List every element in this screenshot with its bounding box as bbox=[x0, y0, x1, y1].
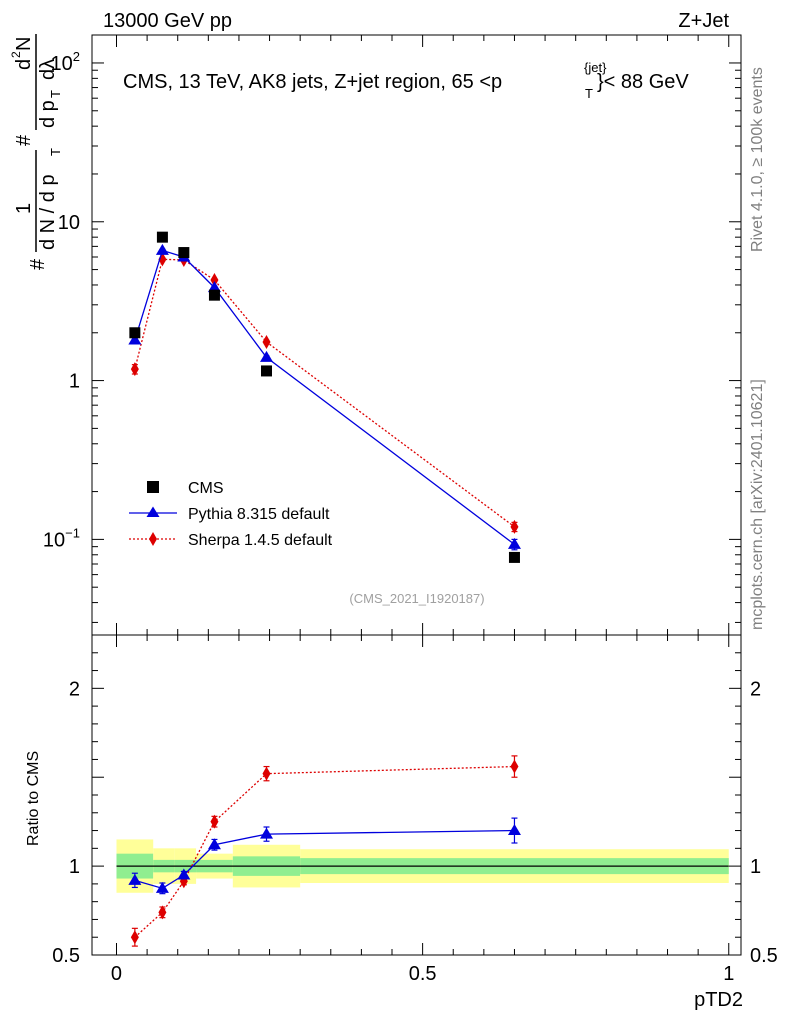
ratio-y-tick-label-right: 1 bbox=[750, 856, 761, 878]
ylabel-den-sub: T bbox=[48, 148, 63, 156]
x-axis-label: pTD2 bbox=[694, 989, 743, 1011]
ratio-sherpa-point bbox=[158, 905, 167, 920]
main-pythia-point bbox=[507, 537, 521, 549]
ratio-pythia-point bbox=[207, 838, 221, 850]
ratio-y-tick-label: 1 bbox=[69, 856, 80, 878]
ratio-y-label: Ratio to CMS bbox=[25, 751, 42, 846]
main-y-label: # 1 d N / d p T # d 2 N d p T dλ bbox=[9, 34, 63, 270]
y-tick-label: 10 bbox=[58, 212, 80, 234]
legend-pythia-marker bbox=[146, 506, 160, 517]
ylabel-dlambda: dλ bbox=[37, 59, 59, 80]
main-cms-point bbox=[208, 289, 220, 301]
legend-cms-label: CMS bbox=[188, 480, 224, 497]
main-pythia-line bbox=[134, 249, 515, 545]
ratio-y-tick-label-right: 2 bbox=[750, 678, 761, 700]
main-pythia-point bbox=[207, 281, 221, 293]
ylabel-num-d: d bbox=[13, 59, 35, 70]
main-pythia-point bbox=[259, 350, 273, 362]
title-suffix: }< 88 GeV bbox=[597, 71, 689, 93]
ratio-pythia-point bbox=[155, 881, 169, 893]
ratio-sherpa-point bbox=[210, 814, 219, 829]
main-sherpa-point bbox=[210, 272, 219, 287]
x-tick-label: 0 bbox=[111, 963, 122, 985]
header-right: Z+Jet bbox=[678, 10, 729, 32]
ratio-sherpa-point bbox=[510, 759, 519, 774]
main-pythia-point bbox=[128, 333, 142, 345]
ratio-pythia-point bbox=[507, 824, 521, 836]
main-pythia-point bbox=[155, 243, 169, 255]
main-cms-point bbox=[178, 247, 190, 259]
ratio-y-tick-label-right: 0.5 bbox=[750, 945, 778, 967]
header-left: 13000 GeV pp bbox=[103, 10, 232, 32]
legend-sherpa-marker bbox=[149, 532, 157, 546]
ratio-pythia-point bbox=[177, 868, 191, 880]
ratio-pythia-point bbox=[128, 873, 142, 885]
ratio-sherpa-point bbox=[262, 766, 271, 781]
legend: CMS Pythia 8.315 default Sherpa 1.4.5 de… bbox=[129, 480, 333, 549]
ylabel-hash-1: # bbox=[27, 258, 49, 270]
ylabel-dpt-sub: T bbox=[48, 90, 63, 98]
ylabel-one: 1 bbox=[13, 203, 35, 214]
main-cms-point bbox=[260, 365, 272, 377]
legend-pythia-label: Pythia 8.315 default bbox=[188, 506, 330, 523]
y-tick-label: 1 bbox=[69, 371, 80, 393]
main-sherpa-point bbox=[510, 519, 519, 534]
analysis-watermark: (CMS_2021_I1920187) bbox=[349, 591, 484, 606]
ratio-pythia-line bbox=[134, 829, 515, 890]
ylabel-num-sup: 2 bbox=[9, 51, 23, 58]
y-tick-label: 10−1 bbox=[43, 525, 80, 551]
title-sub: T bbox=[585, 86, 593, 101]
x-tick-label: 1 bbox=[723, 963, 734, 985]
ratio-sherpa-line bbox=[134, 765, 515, 938]
main-cms-point bbox=[508, 551, 520, 563]
legend-sherpa-label: Sherpa 1.4.5 default bbox=[188, 532, 333, 549]
main-sherpa-line bbox=[134, 258, 515, 528]
legend-cms-marker bbox=[147, 481, 159, 493]
main-cms-point bbox=[129, 327, 141, 339]
ratio-pythia-point bbox=[259, 827, 273, 839]
ratio-y-tick-label: 0.5 bbox=[52, 945, 80, 967]
main-sherpa-point bbox=[262, 334, 271, 349]
y-tick-label: 102 bbox=[51, 49, 80, 75]
main-cms-point bbox=[156, 231, 168, 243]
title-sup: {jet} bbox=[584, 60, 607, 75]
main-sherpa-point bbox=[130, 362, 139, 377]
ylabel-hash-2: # bbox=[13, 134, 35, 146]
rivet-label: Rivet 4.1.0, ≥ 100k events bbox=[749, 67, 766, 252]
title-prefix: CMS, 13 TeV, AK8 jets, Z+jet region, 65 … bbox=[123, 71, 502, 93]
ratio-sherpa-point bbox=[130, 930, 139, 945]
ratio-plot-frame bbox=[91, 634, 742, 956]
ylabel-dpt: d p bbox=[37, 100, 59, 128]
x-tick-label: 0.5 bbox=[409, 963, 437, 985]
plot-title: CMS, 13 TeV, AK8 jets, Z+jet region, 65 … bbox=[123, 71, 502, 93]
ylabel-den: d N / d p bbox=[37, 174, 59, 250]
mcplots-label: mcplots.cern.ch [arXiv:2401.10621] bbox=[749, 379, 766, 630]
ratio-y-tick-label: 2 bbox=[69, 678, 80, 700]
ylabel-num-n: N bbox=[13, 37, 35, 51]
